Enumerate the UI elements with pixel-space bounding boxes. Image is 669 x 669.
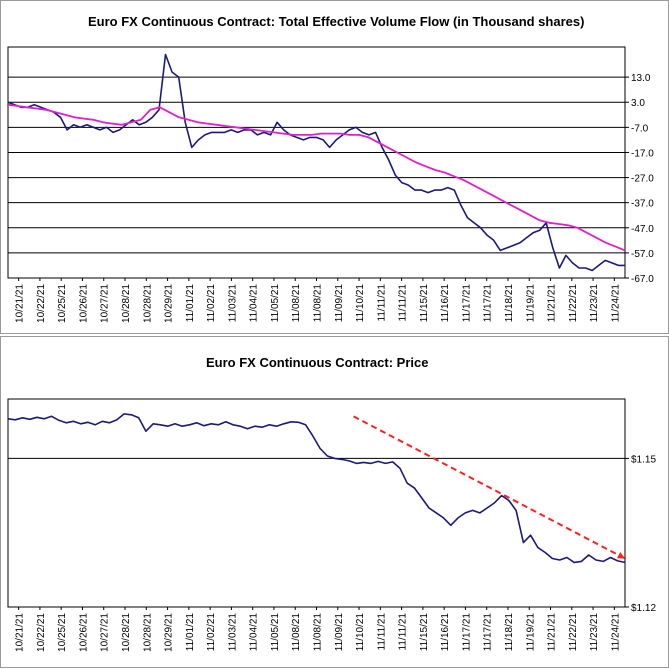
y-tick-label: -27.0 — [631, 174, 654, 185]
y-tick-label: -17.0 — [631, 148, 654, 159]
x-tick-label: 11/08/21 — [313, 613, 324, 652]
y-tick-label: -67.0 — [631, 274, 654, 285]
x-tick-label: 11/05/21 — [270, 613, 281, 652]
x-tick-label: 11/10/21 — [355, 613, 366, 652]
x-tick-label: 11/08/21 — [291, 613, 302, 652]
x-tick-label: 10/28/21 — [142, 613, 153, 652]
y-tick-label: 13.0 — [631, 73, 651, 84]
x-tick-label: 11/24/21 — [610, 613, 621, 652]
x-tick-label: 10/28/21 — [121, 613, 132, 652]
x-tick-label: 11/15/21 — [419, 613, 430, 652]
x-tick-label: 10/21/21 — [15, 284, 26, 323]
y-tick-label: -7.0 — [631, 123, 649, 134]
price-chart-title: Euro FX Continuous Contract: Price — [206, 355, 429, 370]
volume-flow-chart-title: Euro FX Continuous Contract: Total Effec… — [88, 14, 585, 29]
x-tick-label: 10/25/21 — [57, 284, 68, 323]
x-tick-label: 11/15/21 — [419, 284, 430, 323]
x-tick-label: 11/10/21 — [355, 284, 366, 323]
x-tick-label: 10/29/21 — [164, 613, 175, 652]
x-tick-label: 10/26/21 — [78, 284, 89, 323]
trend-arrow-head — [617, 552, 625, 559]
x-tick-label: 11/11/21 — [398, 613, 409, 651]
x-tick-label: 10/29/21 — [164, 284, 175, 323]
y-tick-label: -57.0 — [631, 249, 654, 260]
x-tick-label: 10/26/21 — [78, 613, 89, 652]
x-tick-label: 10/28/21 — [121, 284, 132, 323]
x-tick-label: 11/08/21 — [313, 284, 324, 323]
x-tick-label: 11/11/21 — [376, 613, 387, 651]
x-tick-label: 11/02/21 — [206, 284, 217, 323]
plot-area — [7, 46, 626, 279]
x-tick-label: 10/22/21 — [36, 613, 47, 652]
x-tick-label: 11/11/21 — [398, 284, 409, 322]
x-tick-label: 11/03/21 — [227, 284, 238, 323]
x-tick-label: 11/05/21 — [270, 284, 281, 323]
x-tick-label: 10/27/21 — [100, 613, 111, 652]
x-tick-label: 11/21/21 — [547, 284, 558, 323]
trend-line — [353, 415, 626, 560]
y-tick-label: 3.0 — [631, 98, 645, 109]
price-chart: $1.15 $1.12 10/21/21 10/22/21 10/25/21 10/26/… — [7, 398, 656, 652]
x-tick-label: 11/22/21 — [568, 613, 579, 652]
x-tick-label: 11/04/21 — [249, 284, 260, 323]
x-tick-label: 11/18/21 — [504, 284, 515, 323]
x-tick-label: 11/11/21 — [376, 284, 387, 322]
y-tick-label: -47.0 — [631, 224, 654, 235]
x-tick-label: 10/21/21 — [15, 613, 26, 652]
x-tick-label: 11/17/21 — [461, 284, 472, 323]
x-tick-label: 11/17/21 — [483, 613, 494, 652]
series-line-0 — [7, 53, 625, 272]
volume-flow-chart: 13.0 3.0 -7.0 -17.0 -27.0 -37.0 -47.0 -57.0 -67.… — [7, 46, 654, 323]
x-tick-label: 10/25/21 — [57, 613, 68, 652]
x-tick-label: 11/08/21 — [291, 284, 302, 323]
y-tick-label: $1.15 — [631, 454, 656, 465]
y-tick-label: -37.0 — [631, 199, 654, 210]
x-tick-label: 11/19/21 — [525, 613, 536, 652]
x-tick-label: 11/19/21 — [525, 284, 536, 323]
series-line-0 — [7, 413, 626, 564]
x-tick-label: 11/09/21 — [334, 613, 345, 652]
x-tick-label: 11/16/21 — [440, 284, 451, 323]
x-tick-label: 10/28/21 — [142, 284, 153, 323]
x-tick-label: 10/22/21 — [36, 284, 47, 323]
x-tick-label: 11/18/21 — [504, 613, 515, 652]
x-tick-label: 11/22/21 — [568, 284, 579, 323]
series-line-1 — [7, 103, 626, 252]
x-tick-label: 11/23/21 — [589, 613, 600, 652]
x-tick-label: 11/01/21 — [185, 613, 196, 652]
plot-area — [7, 398, 626, 608]
x-tick-label: 11/03/21 — [227, 613, 238, 652]
x-tick-label: 11/23/21 — [589, 284, 600, 323]
price-chart-panel: Euro FX Continuous Contract: Price $1.15… — [0, 336, 669, 668]
x-tick-label: 11/21/21 — [547, 613, 558, 652]
x-tick-label: 11/17/21 — [483, 284, 494, 323]
x-tick-label: 11/24/21 — [610, 284, 621, 323]
x-tick-label: 11/04/21 — [249, 613, 260, 652]
x-tick-label: 11/01/21 — [185, 284, 196, 323]
x-tick-label: 11/17/21 — [461, 613, 472, 652]
x-tick-label: 11/16/21 — [440, 613, 451, 652]
x-tick-label: 11/09/21 — [334, 284, 345, 323]
volume-flow-chart-panel: Euro FX Continuous Contract: Total Effec… — [0, 0, 669, 334]
x-tick-label: 10/27/21 — [100, 284, 111, 323]
y-tick-label: $1.12 — [631, 603, 656, 614]
x-tick-label: 11/02/21 — [206, 613, 217, 652]
